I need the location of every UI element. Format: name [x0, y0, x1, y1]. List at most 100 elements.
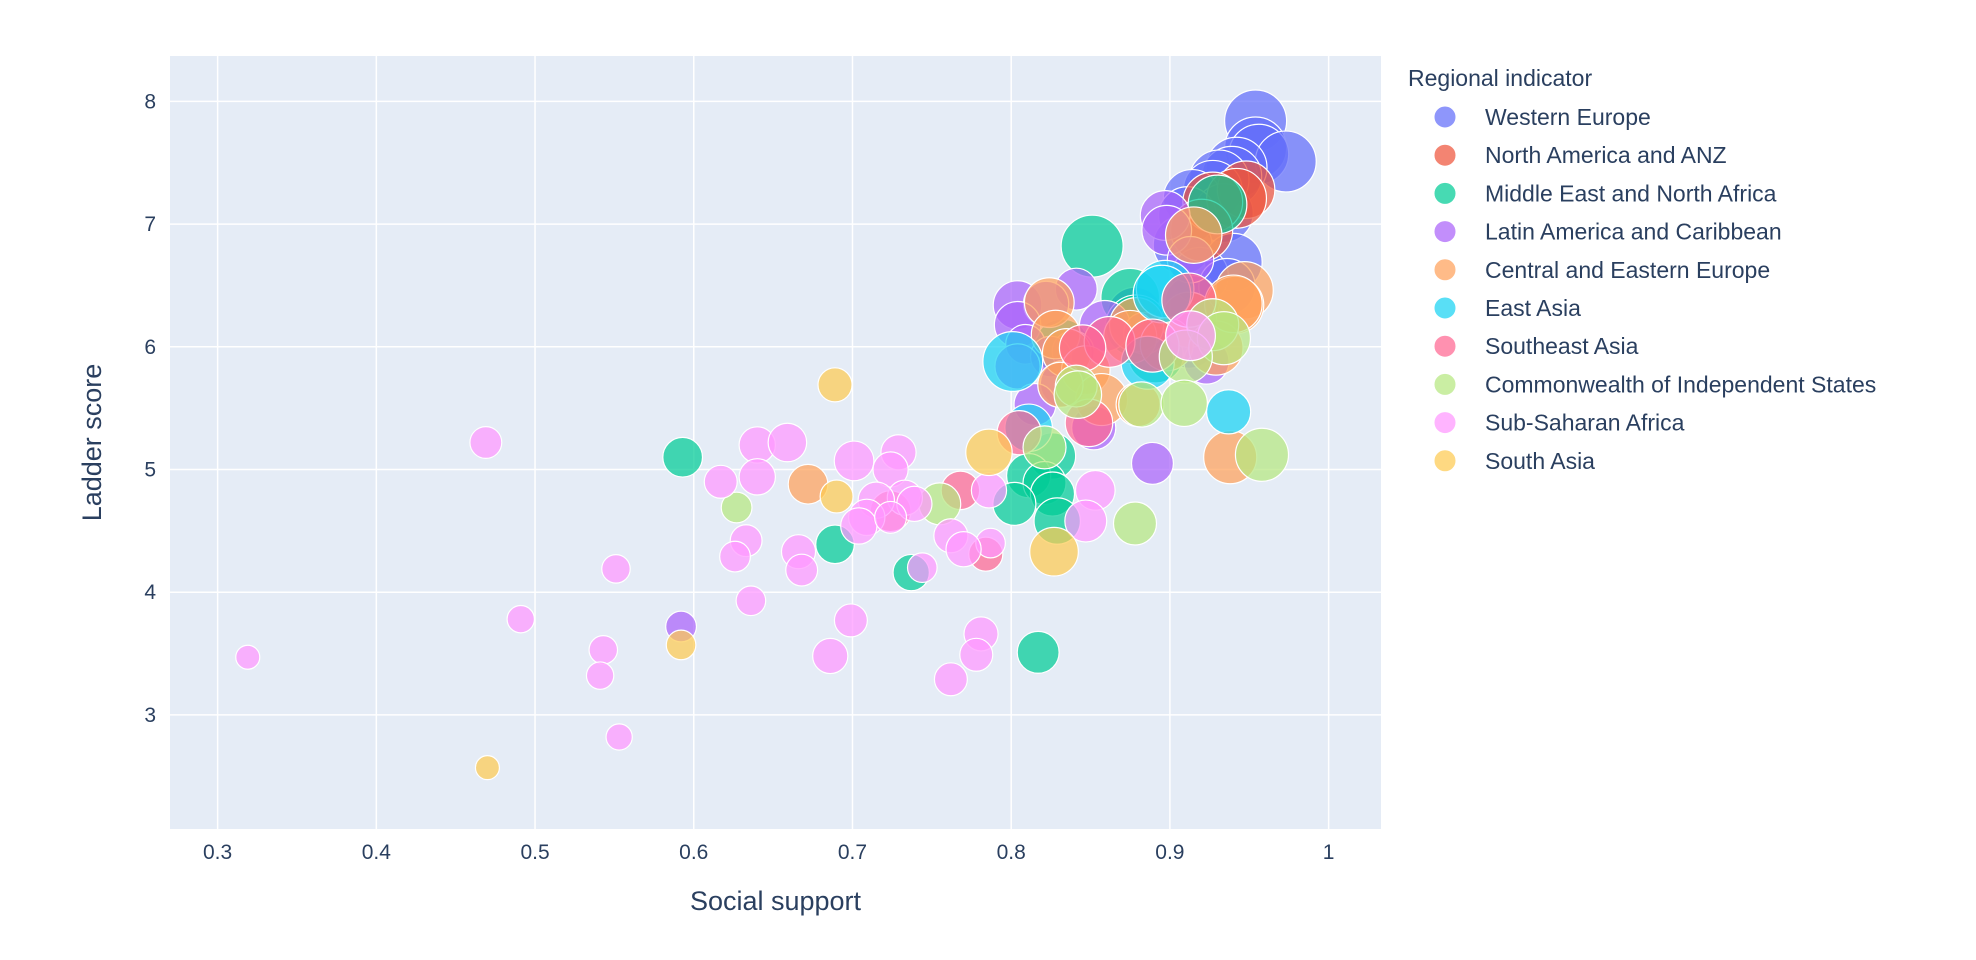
- data-point[interactable]: [1165, 310, 1216, 362]
- legend-items[interactable]: Western Europe North America and ANZ Middl…: [1433, 104, 1876, 474]
- legend-item-sub-saharan-africa[interactable]: Sub-Saharan Africa: [1433, 410, 1685, 436]
- data-point[interactable]: [833, 603, 868, 638]
- x-tick-label: 1: [1323, 841, 1335, 864]
- x-tick-label: 0.8: [997, 841, 1026, 864]
- data-point[interactable]: [833, 440, 875, 482]
- legend-label: East Asia: [1485, 295, 1581, 321]
- legend-item-central-and-eastern-europe[interactable]: Central and Eastern Europe: [1433, 257, 1770, 283]
- data-point[interactable]: [840, 507, 878, 545]
- legend-label: Central and Eastern Europe: [1485, 257, 1770, 283]
- data-point[interactable]: [605, 723, 633, 751]
- data-point[interactable]: [703, 464, 738, 499]
- data-point[interactable]: [662, 436, 704, 478]
- data-point[interactable]: [719, 540, 751, 573]
- legend-item-commonwealth-of-independent-states[interactable]: Commonwealth of Independent States: [1433, 371, 1876, 397]
- data-point[interactable]: [588, 635, 619, 665]
- legend-marker: [1433, 258, 1457, 282]
- x-tick-label: 0.6: [679, 841, 708, 864]
- legend-marker: [1433, 105, 1457, 129]
- data-point[interactable]: [585, 661, 615, 690]
- data-point[interactable]: [819, 479, 854, 514]
- legend-label: Sub-Saharan Africa: [1485, 410, 1685, 436]
- data-point[interactable]: [906, 552, 938, 584]
- x-tick-label: 0.9: [1155, 841, 1184, 864]
- data-point[interactable]: [1058, 324, 1107, 372]
- series-south-asia: [474, 367, 1079, 781]
- y-tick-label: 4: [144, 581, 156, 604]
- data-point[interactable]: [1053, 370, 1103, 419]
- data-point[interactable]: [982, 331, 1044, 393]
- data-point[interactable]: [1064, 499, 1108, 543]
- series-sub-saharan-africa: [235, 310, 1216, 751]
- grid-lines: [170, 56, 1381, 829]
- data-point[interactable]: [1160, 379, 1208, 428]
- data-point[interactable]: [812, 637, 849, 675]
- data-point[interactable]: [785, 553, 819, 587]
- data-point[interactable]: [874, 500, 908, 534]
- data-point[interactable]: [817, 367, 853, 403]
- data-point[interactable]: [767, 422, 808, 463]
- x-tick-label: 0.4: [362, 841, 392, 864]
- legend-label: Middle East and North Africa: [1485, 180, 1777, 206]
- data-point[interactable]: [1022, 425, 1067, 470]
- legend-label: Latin America and Caribbean: [1485, 219, 1782, 245]
- y-tick-label: 6: [144, 336, 156, 359]
- data-point[interactable]: [735, 585, 767, 617]
- legend-item-middle-east-and-north-africa[interactable]: Middle East and North Africa: [1433, 180, 1777, 206]
- data-point[interactable]: [738, 458, 776, 496]
- data-point[interactable]: [469, 425, 503, 460]
- y-tick-label: 7: [144, 213, 156, 236]
- data-point[interactable]: [665, 629, 697, 661]
- x-tick-label: 0.5: [520, 841, 549, 864]
- legend-marker: [1433, 181, 1457, 205]
- data-point[interactable]: [474, 755, 501, 781]
- legend-label: Commonwealth of Independent States: [1485, 371, 1876, 397]
- legend-item-south-asia[interactable]: South Asia: [1433, 448, 1595, 474]
- legend-marker: [1433, 296, 1457, 320]
- legend-label: Western Europe: [1485, 104, 1651, 130]
- data-point[interactable]: [1016, 630, 1060, 674]
- legend-item-southeast-asia[interactable]: Southeast Asia: [1433, 333, 1639, 359]
- legend-marker: [1433, 372, 1457, 396]
- y-tick-label: 5: [144, 458, 156, 481]
- legend-label: South Asia: [1485, 448, 1595, 474]
- data-point[interactable]: [945, 531, 982, 568]
- data-point[interactable]: [1112, 501, 1158, 546]
- legend-title: Regional indicator: [1408, 65, 1592, 91]
- legend-marker: [1433, 220, 1457, 244]
- legend-marker: [1433, 449, 1457, 473]
- legend-label: Southeast Asia: [1485, 333, 1639, 359]
- y-tick-labels: 3 4 5 6 7 8: [144, 90, 156, 726]
- data-point[interactable]: [959, 637, 994, 672]
- data-point[interactable]: [1060, 214, 1124, 278]
- data-point[interactable]: [965, 428, 1013, 477]
- y-tick-label: 8: [144, 90, 156, 113]
- data-point[interactable]: [601, 554, 631, 584]
- data-point[interactable]: [1130, 441, 1174, 485]
- data-point[interactable]: [933, 662, 968, 697]
- data-points: [235, 89, 1317, 781]
- legend-item-north-america-and-anz[interactable]: North America and ANZ: [1433, 142, 1727, 168]
- data-point[interactable]: [1234, 427, 1290, 482]
- data-point[interactable]: [235, 644, 261, 670]
- legend-item-latin-america-and-caribbean[interactable]: Latin America and Caribbean: [1433, 219, 1782, 245]
- data-point[interactable]: [1029, 526, 1079, 577]
- data-point[interactable]: [506, 604, 536, 634]
- x-tick-label: 0.7: [838, 841, 867, 864]
- legend-item-east-asia[interactable]: East Asia: [1433, 295, 1581, 321]
- y-axis-title: Ladder score: [77, 364, 107, 522]
- legend-marker: [1433, 334, 1457, 358]
- legend-marker: [1433, 143, 1457, 167]
- data-point[interactable]: [1164, 206, 1223, 264]
- data-point[interactable]: [970, 472, 1008, 509]
- data-point[interactable]: [720, 491, 753, 524]
- y-tick-label: 3: [144, 704, 156, 727]
- x-tick-label: 0.3: [203, 841, 232, 864]
- legend-marker: [1433, 411, 1457, 435]
- data-point[interactable]: [1205, 389, 1252, 435]
- data-point[interactable]: [1118, 381, 1165, 428]
- legend-item-western-europe[interactable]: Western Europe: [1433, 104, 1651, 130]
- legend[interactable]: Regional indicator Western Europe North A…: [1408, 65, 1876, 474]
